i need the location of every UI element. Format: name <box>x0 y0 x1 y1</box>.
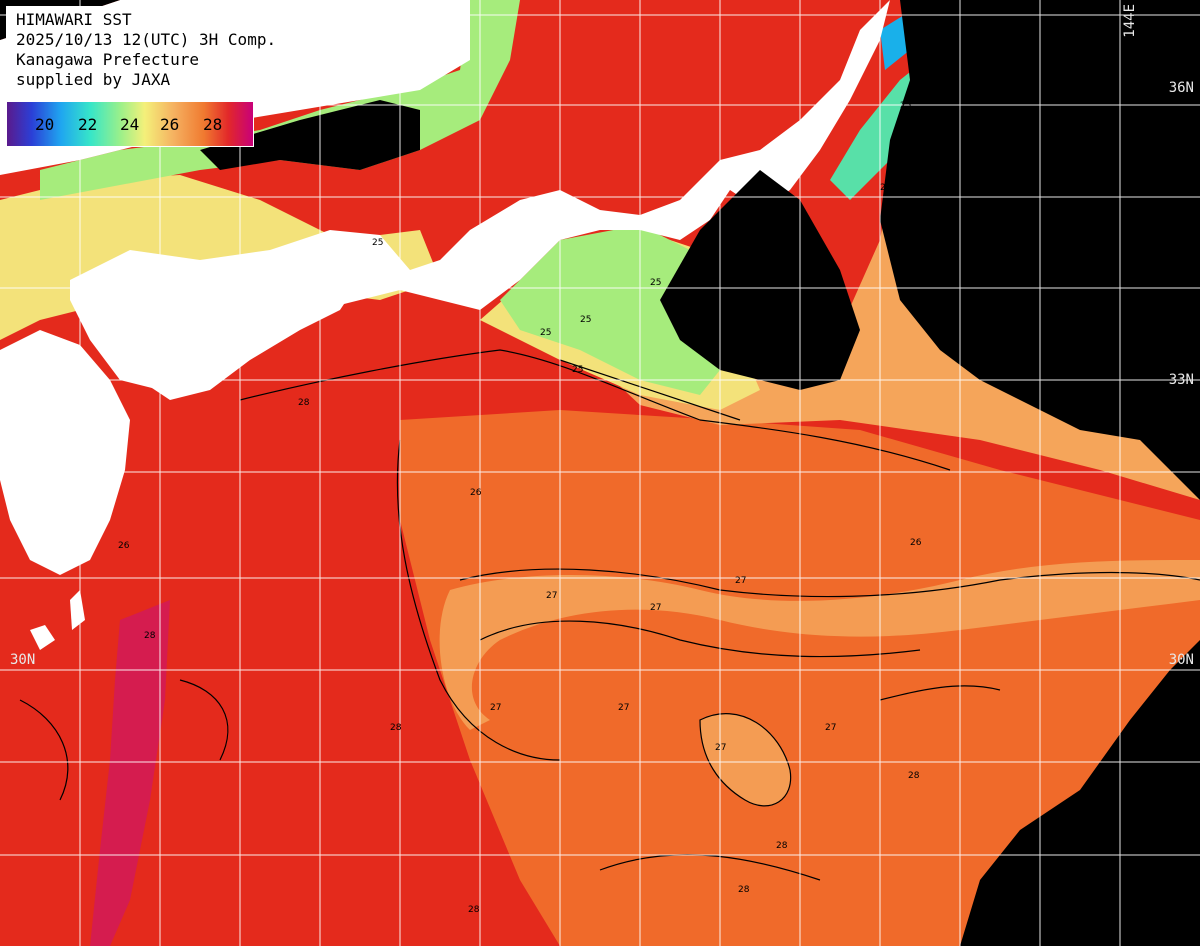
latitude-label-36n: 36N <box>1168 80 1194 96</box>
colorbar-tick: 20 <box>35 115 55 134</box>
no-data-southeast <box>960 640 1200 946</box>
no-data-kanto <box>660 170 860 390</box>
contour-label: 25 <box>650 278 661 288</box>
contour-label: 26 <box>470 488 482 498</box>
contour-label: 25 <box>572 365 583 375</box>
longitude-label-144e: 144E <box>1122 4 1138 38</box>
contour-label: 26 <box>880 183 892 193</box>
contour-label: 27 <box>490 703 501 713</box>
contour-label: 27 <box>618 703 629 713</box>
contour-label: 28 <box>468 905 480 915</box>
contour-label: 25 <box>372 238 383 248</box>
product-info-box: HIMAWARI SST 2025/10/13 12(UTC) 3H Comp.… <box>6 6 350 92</box>
contour-label: 25 <box>580 315 591 325</box>
contour-label: 27 <box>825 723 836 733</box>
colorbar-tick: 28 <box>203 115 223 134</box>
product-credit: supplied by JAXA <box>16 70 171 89</box>
product-title: HIMAWARI SST <box>16 10 132 29</box>
latitude-label-30n-right: 30N <box>1168 652 1194 668</box>
latitude-label-33n: 33N <box>1168 372 1194 388</box>
ocean-bay-24 <box>500 225 720 395</box>
product-timestamp: 2025/10/13 12(UTC) 3H Comp. <box>16 30 277 49</box>
ocean-26-blob <box>700 713 791 806</box>
contour-label: 27 <box>715 743 726 753</box>
contour-label: 28 <box>776 841 788 851</box>
contour-label: 27 <box>735 576 746 586</box>
contour-label: 25 <box>900 101 911 111</box>
land-islet <box>30 625 55 650</box>
ocean-26-filament <box>439 560 1200 730</box>
no-data-sea-of-japan <box>200 100 420 170</box>
land-kyushu <box>0 330 130 575</box>
temperature-colorbar: 20 22 24 26 28 <box>6 101 254 147</box>
contour-label: 27 <box>650 603 661 613</box>
contour-label: 28 <box>144 631 156 641</box>
colorbar-tick: 24 <box>120 115 140 134</box>
colorbar-tick: 22 <box>78 115 98 134</box>
contour-label: 28 <box>390 723 402 733</box>
latitude-label-30n: 30N <box>10 652 36 668</box>
contour-label: 25 <box>540 328 551 338</box>
contour-label: 26 <box>910 538 922 548</box>
contour-label: 28 <box>908 771 920 781</box>
contour-label: 28 <box>738 885 750 895</box>
contour-lines <box>19 349 1200 881</box>
colorbar-tick: 26 <box>160 115 180 134</box>
product-region: Kanagawa Prefecture <box>16 50 200 69</box>
ocean-28-plus-stripe <box>90 600 170 946</box>
contour-label: 26 <box>118 541 130 551</box>
land-islet-2 <box>70 590 85 630</box>
contour-label: 27 <box>546 591 557 601</box>
contour-label: 28 <box>298 398 310 408</box>
contour-value-labels: 25 25 25 25 25 25 26 26 26 26 27 27 27 2… <box>118 101 922 915</box>
land-shikoku <box>130 265 360 400</box>
